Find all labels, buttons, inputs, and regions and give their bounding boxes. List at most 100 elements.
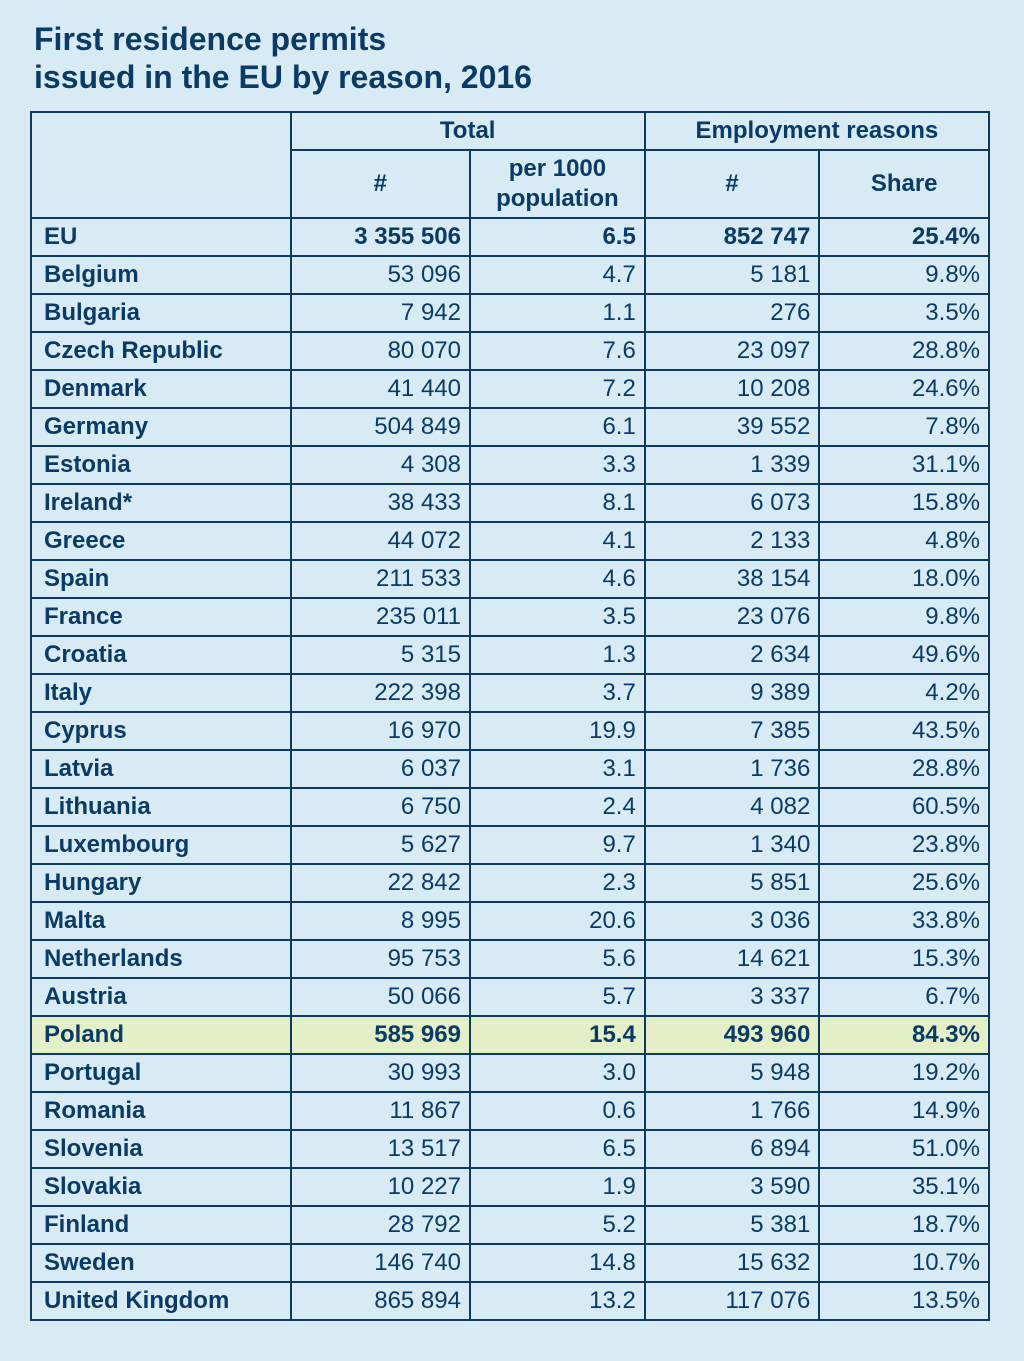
cell-per1000: 5.7 [470, 978, 645, 1016]
cell-per1000: 6.5 [470, 1130, 645, 1168]
cell-country: Sweden [31, 1244, 291, 1282]
table-row: Portugal30 9933.05 94819.2% [31, 1054, 989, 1092]
cell-total: 8 995 [291, 902, 470, 940]
cell-per1000: 4.1 [470, 522, 645, 560]
table-row: Slovakia10 2271.93 59035.1% [31, 1168, 989, 1206]
cell-per1000: 3.7 [470, 674, 645, 712]
table-row: United Kingdom865 89413.2117 07613.5% [31, 1282, 989, 1320]
table-row: Hungary22 8422.35 85125.6% [31, 864, 989, 902]
cell-share: 19.2% [819, 1054, 989, 1092]
cell-total: 22 842 [291, 864, 470, 902]
cell-emp: 38 154 [645, 560, 820, 598]
cell-total: 44 072 [291, 522, 470, 560]
cell-total: 38 433 [291, 484, 470, 522]
cell-total: 80 070 [291, 332, 470, 370]
table-row: Netherlands95 7535.614 62115.3% [31, 940, 989, 978]
cell-share: 28.8% [819, 332, 989, 370]
cell-country: Slovenia [31, 1130, 291, 1168]
cell-country: Portugal [31, 1054, 291, 1092]
cell-country: Belgium [31, 256, 291, 294]
cell-emp: 5 381 [645, 1206, 820, 1244]
cell-per1000: 6.5 [470, 218, 645, 256]
cell-per1000: 2.3 [470, 864, 645, 902]
cell-total: 222 398 [291, 674, 470, 712]
cell-per1000: 4.6 [470, 560, 645, 598]
cell-total: 10 227 [291, 1168, 470, 1206]
cell-per1000: 19.9 [470, 712, 645, 750]
cell-emp: 5 948 [645, 1054, 820, 1092]
cell-per1000: 5.6 [470, 940, 645, 978]
cell-share: 9.8% [819, 256, 989, 294]
cell-emp: 5 851 [645, 864, 820, 902]
table-row: Romania11 8670.61 76614.9% [31, 1092, 989, 1130]
table-row: Slovenia13 5176.56 89451.0% [31, 1130, 989, 1168]
cell-country: Austria [31, 978, 291, 1016]
cell-country: Italy [31, 674, 291, 712]
cell-emp: 7 385 [645, 712, 820, 750]
cell-emp: 117 076 [645, 1282, 820, 1320]
cell-emp: 14 621 [645, 940, 820, 978]
table-row: Belgium53 0964.75 1819.8% [31, 256, 989, 294]
cell-per1000: 1.1 [470, 294, 645, 332]
header-total-per1000: per 1000 population [470, 150, 645, 218]
cell-per1000: 20.6 [470, 902, 645, 940]
cell-country: Netherlands [31, 940, 291, 978]
page-title: First residence permits issued in the EU… [34, 20, 994, 97]
cell-per1000: 1.9 [470, 1168, 645, 1206]
cell-share: 25.6% [819, 864, 989, 902]
cell-emp: 493 960 [645, 1016, 820, 1054]
cell-country: Malta [31, 902, 291, 940]
cell-share: 60.5% [819, 788, 989, 826]
table-row: Sweden146 74014.815 63210.7% [31, 1244, 989, 1282]
cell-total: 3 355 506 [291, 218, 470, 256]
cell-emp: 23 097 [645, 332, 820, 370]
title-line-1: First residence permits [34, 21, 386, 57]
cell-emp: 2 634 [645, 636, 820, 674]
cell-total: 6 037 [291, 750, 470, 788]
cell-total: 41 440 [291, 370, 470, 408]
table-row: Croatia5 3151.32 63449.6% [31, 636, 989, 674]
cell-emp: 276 [645, 294, 820, 332]
cell-per1000: 9.7 [470, 826, 645, 864]
table-row: Spain211 5334.638 15418.0% [31, 560, 989, 598]
cell-country: Germany [31, 408, 291, 446]
cell-total: 146 740 [291, 1244, 470, 1282]
table-row: Cyprus16 97019.97 38543.5% [31, 712, 989, 750]
cell-emp: 39 552 [645, 408, 820, 446]
cell-share: 15.3% [819, 940, 989, 978]
cell-share: 51.0% [819, 1130, 989, 1168]
cell-country: Slovakia [31, 1168, 291, 1206]
title-line-2: issued in the EU by reason, 2016 [34, 59, 532, 95]
header-emp-share: Share [819, 150, 989, 218]
table-row: Luxembourg5 6279.71 34023.8% [31, 826, 989, 864]
cell-emp: 23 076 [645, 598, 820, 636]
cell-per1000: 8.1 [470, 484, 645, 522]
cell-total: 5 627 [291, 826, 470, 864]
cell-per1000: 15.4 [470, 1016, 645, 1054]
cell-per1000: 7.2 [470, 370, 645, 408]
cell-country: United Kingdom [31, 1282, 291, 1320]
header-group-employment: Employment reasons [645, 112, 989, 150]
table-row: Poland585 96915.4493 96084.3% [31, 1016, 989, 1054]
header-blank [31, 112, 291, 218]
cell-country: Lithuania [31, 788, 291, 826]
cell-share: 4.2% [819, 674, 989, 712]
cell-share: 28.8% [819, 750, 989, 788]
cell-emp: 3 036 [645, 902, 820, 940]
table-row: Lithuania6 7502.44 08260.5% [31, 788, 989, 826]
cell-total: 13 517 [291, 1130, 470, 1168]
cell-emp: 2 133 [645, 522, 820, 560]
cell-country: Denmark [31, 370, 291, 408]
cell-per1000: 0.6 [470, 1092, 645, 1130]
cell-emp: 3 590 [645, 1168, 820, 1206]
cell-country: Bulgaria [31, 294, 291, 332]
cell-total: 504 849 [291, 408, 470, 446]
cell-share: 18.0% [819, 560, 989, 598]
cell-country: Greece [31, 522, 291, 560]
cell-total: 7 942 [291, 294, 470, 332]
table-row: Denmark41 4407.210 20824.6% [31, 370, 989, 408]
cell-share: 84.3% [819, 1016, 989, 1054]
cell-per1000: 14.8 [470, 1244, 645, 1282]
cell-emp: 1 339 [645, 446, 820, 484]
cell-country: Romania [31, 1092, 291, 1130]
